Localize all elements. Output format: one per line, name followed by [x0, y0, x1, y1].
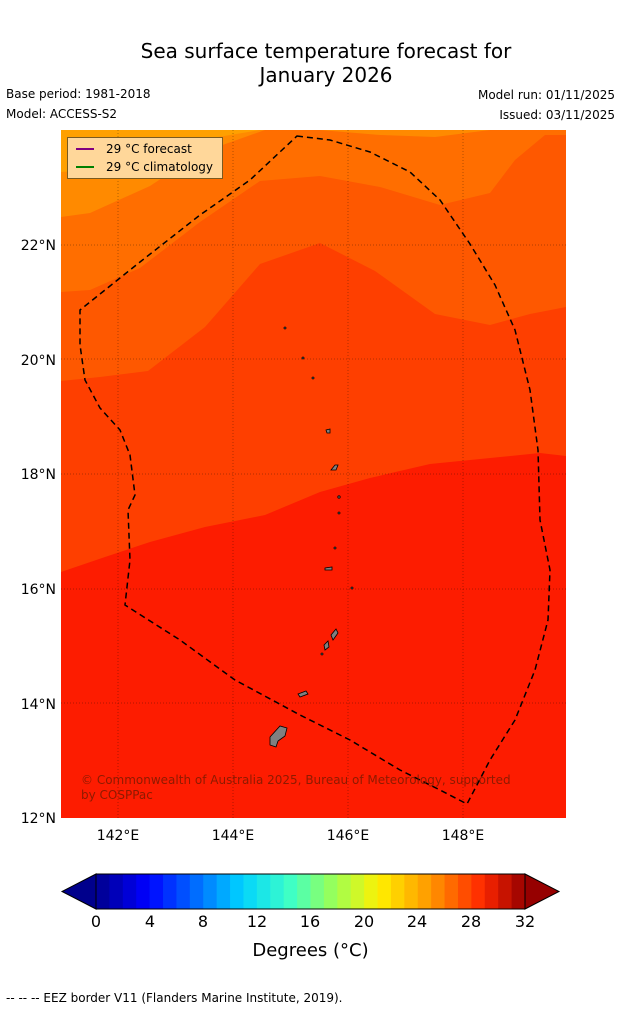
- colorbar-tick: 12: [246, 912, 268, 931]
- colorbar-tick: 32: [514, 912, 536, 931]
- colorbar-segment: [417, 874, 432, 909]
- saipan-island: [330, 628, 339, 641]
- colorbar-segment: [163, 874, 177, 909]
- colorbar-segment: [109, 874, 124, 909]
- guam-island: [269, 725, 288, 748]
- colorbar-segment: [350, 874, 365, 909]
- sarigan-island: [333, 546, 337, 550]
- title-line-2: January 2026: [259, 63, 393, 87]
- climatology-swatch: [76, 166, 94, 168]
- anatahan-island: [324, 566, 333, 571]
- forecast-swatch: [76, 148, 94, 150]
- farallon-island: [283, 326, 287, 330]
- asuncion-island: [311, 376, 315, 380]
- colorbar-tick: 4: [144, 912, 156, 931]
- lon-axis: 142°E 144°E 146°E 148°E: [97, 828, 485, 844]
- tinian-island: [323, 640, 330, 651]
- maug-island: [301, 356, 305, 360]
- colorbar-tick: 0: [90, 912, 102, 931]
- colorbar-segment: [203, 874, 218, 909]
- model-name: Model: ACCESS-S2: [6, 107, 118, 121]
- colorbar-tick: 16: [299, 912, 321, 931]
- colorbar-tick: 28: [460, 912, 482, 931]
- lat-label: 18°N: [21, 467, 56, 483]
- colorbar-segment: [364, 874, 379, 909]
- lat-label: 20°N: [21, 353, 56, 369]
- guguan-island: [337, 511, 341, 515]
- colorbar-segment: [457, 874, 472, 909]
- colorbar-segment: [270, 874, 285, 909]
- colorbar-segment: [283, 874, 298, 909]
- base-period: Base period: 1981-2018: [6, 87, 151, 101]
- gridlines: [61, 130, 566, 818]
- copyright-line-1: © Commonwealth of Australia 2025, Bureau…: [81, 773, 511, 787]
- colorbar-segment: [484, 874, 499, 909]
- lat-label: 22°N: [21, 238, 56, 254]
- lat-label: 16°N: [21, 582, 56, 598]
- colorbar-segment: [431, 874, 446, 909]
- colorbar-segment: [136, 874, 151, 909]
- islands: [269, 326, 354, 748]
- lon-label: 148°E: [442, 828, 485, 844]
- colorbar-segment: [390, 874, 405, 909]
- lon-label: 146°E: [327, 828, 370, 844]
- agrihan-island: [325, 428, 331, 434]
- title-line-1: Sea surface temperature forecast for: [140, 39, 512, 63]
- colorbar-tick: 8: [197, 912, 209, 931]
- lat-axis: 22°N 20°N 18°N 16°N 14°N 12°N: [21, 238, 56, 827]
- eez-footnote: -- -- -- EEZ border V11 (Flanders Marine…: [6, 991, 343, 1005]
- colorbar-segment: [149, 874, 164, 909]
- colorbar-segment: [176, 874, 191, 909]
- colorbar-segment: [471, 874, 486, 909]
- lat-label: 12°N: [21, 811, 56, 827]
- medinilla-island: [350, 586, 354, 590]
- copyright-line-2: by COSPPac: [81, 788, 153, 802]
- colorbar-max-extend: [524, 873, 561, 910]
- lon-label: 142°E: [97, 828, 140, 844]
- colorbar-segment: [189, 874, 204, 909]
- colorbar-segment: [297, 874, 311, 909]
- map-legend: 29 °C forecast 29 °C climatology: [67, 137, 223, 179]
- colorbar-segment: [230, 874, 244, 909]
- colorbar-label: Degrees (°C): [252, 940, 369, 961]
- lon-label: 144°E: [212, 828, 255, 844]
- colorbar-segment: [256, 874, 271, 909]
- colorbar-segment: [310, 874, 325, 909]
- colorbar-frame: [95, 873, 526, 910]
- colorbar: [60, 873, 561, 910]
- pagan-island: [330, 464, 339, 471]
- colorbar-segment: [323, 874, 338, 909]
- lat-label: 14°N: [21, 697, 56, 713]
- alamagan-island: [337, 495, 341, 499]
- colorbar-segment: [444, 874, 459, 909]
- climatology-legend-label: 29 °C climatology: [106, 160, 214, 174]
- colorbar-segment: [243, 874, 258, 909]
- model-run: Model run: 01/11/2025: [477, 88, 615, 102]
- issued-date: Issued: 03/11/2025: [499, 108, 615, 122]
- colorbar-segment: [511, 874, 526, 909]
- colorbar-segment: [96, 874, 110, 909]
- rota-island: [297, 690, 309, 698]
- aguijan-island: [320, 652, 324, 656]
- colorbar-segment: [122, 874, 137, 909]
- colorbar-tick: 20: [353, 912, 375, 931]
- colorbar-segment: [498, 874, 513, 909]
- colorbar-tick: 24: [406, 912, 428, 931]
- colorbar-segment: [216, 874, 231, 909]
- colorbar-segment: [404, 874, 419, 909]
- colorbar-segment: [377, 874, 392, 909]
- colorbar-segment: [337, 874, 352, 909]
- colorbar-min-extend: [60, 873, 97, 910]
- forecast-legend-label: 29 °C forecast: [106, 142, 192, 156]
- chart-title: Sea surface temperature forecast for Jan…: [0, 39, 621, 87]
- eez-border: [79, 135, 551, 806]
